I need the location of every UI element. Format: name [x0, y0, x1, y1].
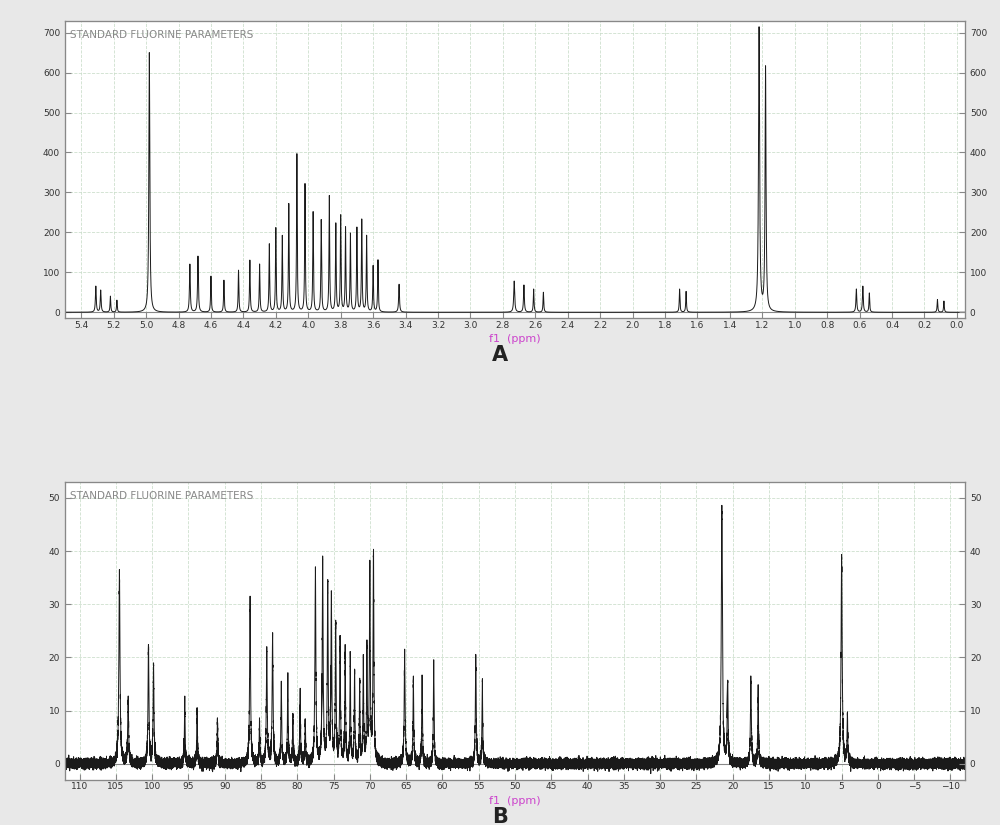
- Text: STANDARD FLUORINE PARAMETERS: STANDARD FLUORINE PARAMETERS: [70, 491, 253, 501]
- X-axis label: f1  (ppm): f1 (ppm): [489, 334, 541, 344]
- X-axis label: f1  (ppm): f1 (ppm): [489, 795, 541, 805]
- Text: B: B: [492, 807, 508, 825]
- Text: STANDARD FLUORINE PARAMETERS: STANDARD FLUORINE PARAMETERS: [70, 30, 253, 40]
- Text: A: A: [492, 346, 508, 365]
